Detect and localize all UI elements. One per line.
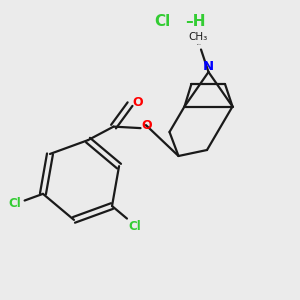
Text: N: N [203, 59, 214, 73]
Text: Cl: Cl [128, 220, 141, 232]
Text: –H: –H [185, 14, 205, 28]
Text: Cl: Cl [154, 14, 170, 28]
Text: methyl: methyl [197, 44, 202, 45]
Text: CH₃: CH₃ [188, 32, 208, 42]
Text: Cl: Cl [9, 197, 22, 210]
Text: O: O [142, 118, 152, 132]
Text: O: O [132, 96, 143, 109]
